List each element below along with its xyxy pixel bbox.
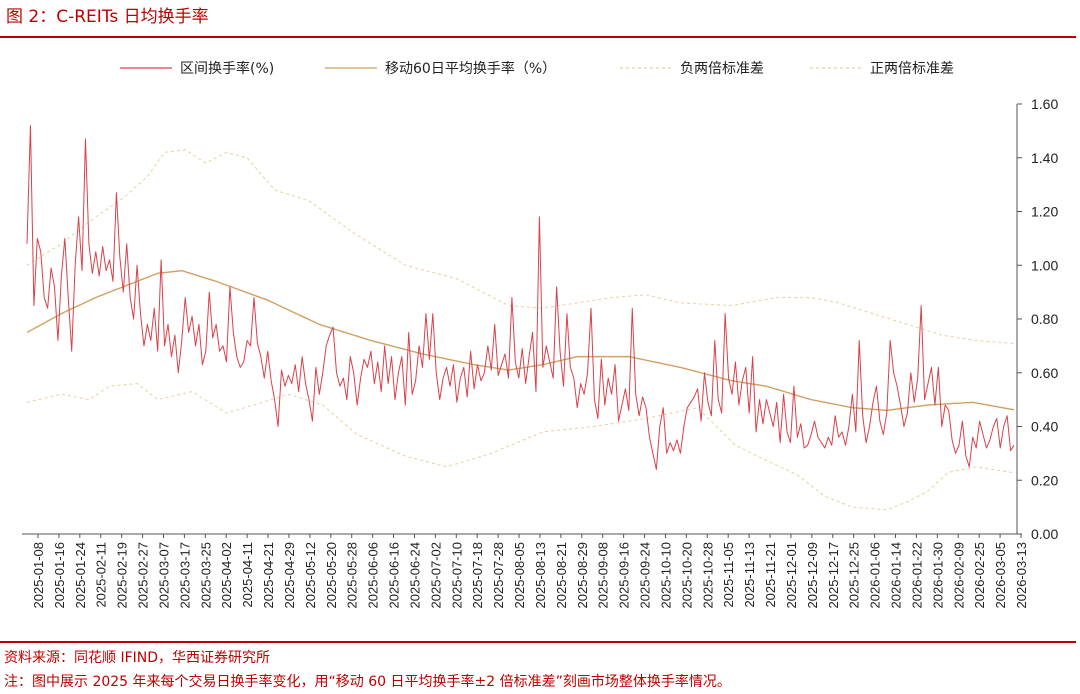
legend-label-2: 负两倍标准差 (680, 61, 764, 77)
x-tick-label: 2025-02-11 (94, 542, 109, 608)
x-tick-label: 2025-11-05 (721, 542, 736, 608)
x-tick-label: 2025-12-25 (847, 542, 862, 609)
x-tick-label: 2026-03-05 (993, 542, 1008, 609)
x-tick-label: 2025-08-21 (554, 542, 569, 609)
figure-title: 图 2：C-REITs 日均换手率 (6, 7, 209, 27)
x-tick-label: 2025-02-27 (136, 542, 151, 609)
legend: 区间换手率(%) 移动60日平均换手率（%） 负两倍标准差 正两倍标准差 (120, 60, 954, 77)
turnover-chart: 区间换手率(%) 移动60日平均换手率（%） 负两倍标准差 正两倍标准差 0.000.… (22, 60, 1058, 609)
x-tick-label: 2025-04-21 (261, 542, 276, 609)
x-tick-label: 2026-02-09 (951, 542, 966, 609)
legend-label-1: 移动60日平均换手率（%） (385, 60, 556, 77)
y-tick-label: 0.00 (1031, 526, 1058, 542)
x-tick-label: 2025-02-19 (115, 542, 130, 609)
ma60-path (26, 269, 1015, 412)
x-tick-label: 2025-07-18 (470, 542, 485, 609)
legend-label-3: 正两倍标准差 (870, 61, 954, 77)
x-tick-label: 2025-06-06 (366, 542, 381, 609)
x-tick-label: 2025-04-11 (240, 542, 255, 608)
x-tick-label: 2025-09-24 (638, 542, 653, 609)
y-tick-label: 0.60 (1031, 365, 1058, 381)
legend-label-0: 区间换手率(%) (180, 60, 274, 77)
x-tick-label: 2025-09-08 (596, 542, 611, 609)
pos-2std-line (26, 382, 1015, 511)
x-tick-label: 2025-09-16 (617, 542, 632, 609)
y-tick-label: 1.00 (1031, 257, 1058, 273)
x-tick-label: 2026-02-25 (972, 542, 987, 609)
x-tick-label: 2026-01-22 (909, 542, 924, 609)
x-tick-label: 2026-01-30 (930, 542, 945, 609)
neg-2std-line (26, 149, 1015, 344)
y-tick-label: 1.40 (1031, 150, 1058, 166)
x-tick-label: 2025-05-20 (324, 542, 339, 609)
x-tick-label: 2025-12-09 (805, 542, 820, 609)
x-tick-label: 2026-01-14 (889, 542, 904, 609)
y-tick-label: 0.20 (1031, 472, 1058, 488)
x-tick-label: 2025-11-21 (763, 542, 778, 608)
x-tick-label: 2025-01-08 (31, 542, 46, 609)
x-tick-label: 2025-07-02 (428, 542, 443, 609)
x-tick-label: 2026-01-06 (868, 542, 883, 609)
x-tick-label: 2025-08-13 (533, 542, 548, 609)
x-tick-label: 2025-08-05 (512, 542, 527, 609)
x-tick-label: 2025-12-17 (826, 542, 841, 609)
bottom-rule (0, 641, 1076, 643)
x-tick-label: 2025-11-13 (742, 542, 757, 608)
x-tick-label: 2025-05-28 (345, 542, 360, 609)
x-tick-label: 2025-06-16 (387, 542, 402, 609)
top-rule (0, 36, 1076, 38)
x-tick-label: 2025-06-24 (408, 542, 423, 609)
x-tick-label: 2025-01-24 (73, 542, 88, 609)
x-tick-label: 2026-03-13 (1014, 542, 1029, 609)
std-band-lines (26, 149, 1015, 511)
turnover-line (26, 125, 1015, 470)
y-tick-label: 0.40 (1031, 419, 1058, 435)
source-note: 资料来源：同花顺 IFIND，华西证券研究所 (4, 650, 271, 666)
x-tick-label: 2025-01-16 (52, 542, 67, 609)
x-tick-label: 2025-10-20 (679, 542, 694, 609)
x-tick-label: 2025-04-02 (219, 542, 234, 609)
footnote: 注：图中展示 2025 年来每个交易日换手率变化，用“移动 60 日平均换手率±… (4, 674, 731, 690)
x-tick-label: 2025-07-10 (449, 542, 464, 609)
y-tick-label: 1.20 (1031, 204, 1058, 220)
y-axis: 0.00 0.20 0.40 0.60 0.80 1.00 1.20 1.40 1.60 (1016, 96, 1058, 542)
x-tick-label: 2025-08-29 (575, 542, 590, 609)
y-tick-label: 1.60 (1031, 96, 1058, 112)
x-tick-label: 2025-03-25 (198, 542, 213, 609)
x-tick-label: 2025-07-28 (491, 542, 506, 609)
turnover-path (26, 125, 1015, 470)
x-tick-label: 2025-03-17 (177, 542, 192, 609)
ma60-line (26, 269, 1015, 412)
x-tick-label: 2025-04-29 (282, 542, 297, 609)
x-tick-label: 2025-10-28 (700, 542, 715, 609)
x-tick-label: 2025-10-10 (658, 542, 673, 609)
y-tick-label: 0.80 (1031, 311, 1058, 327)
x-tick-label: 2025-03-07 (157, 542, 172, 609)
x-tick-label: 2025-05-12 (303, 542, 318, 609)
x-axis: 2025-01-08 2025-01-16 2025-01-24 2025-02-11… (22, 533, 1029, 609)
x-tick-label: 2025-12-01 (784, 542, 799, 609)
